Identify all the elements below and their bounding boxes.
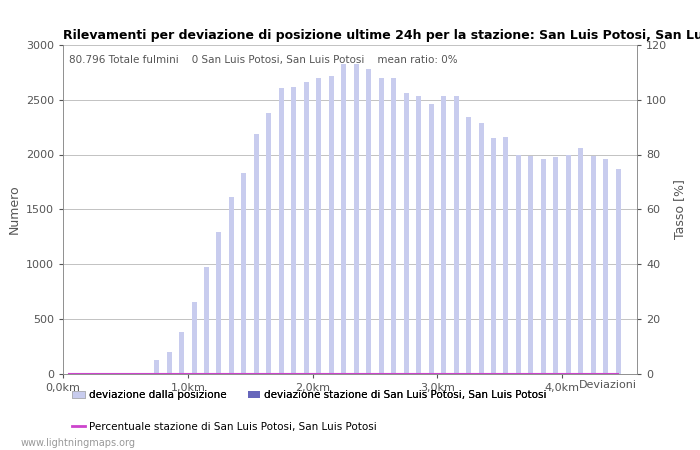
Bar (167, 351, 172, 373)
Bar (229, 197, 234, 374)
Bar (204, 267, 209, 374)
Bar (154, 360, 159, 374)
Bar (466, 117, 471, 373)
Bar (391, 78, 396, 374)
Bar (428, 104, 433, 374)
Bar (591, 156, 596, 374)
Bar (241, 173, 246, 374)
Bar (304, 82, 309, 374)
Bar (379, 78, 384, 374)
Bar (404, 93, 409, 374)
Bar (603, 159, 608, 374)
Bar (329, 76, 334, 374)
Bar (479, 123, 484, 374)
Bar (316, 78, 321, 374)
Bar (254, 134, 259, 374)
Bar (566, 154, 571, 374)
Bar (503, 137, 508, 374)
Bar (267, 113, 272, 373)
Y-axis label: Tasso [%]: Tasso [%] (673, 179, 686, 239)
Text: www.lightningmaps.org: www.lightningmaps.org (21, 438, 136, 448)
Bar (541, 159, 546, 374)
Text: 80.796 Totale fulmini    0 San Luis Potosi, San Luis Potosi    mean ratio: 0%: 80.796 Totale fulmini 0 San Luis Potosi,… (69, 55, 457, 65)
Bar (441, 96, 446, 374)
Legend: Percentuale stazione di San Luis Potosi, San Luis Potosi: Percentuale stazione di San Luis Potosi,… (68, 418, 381, 436)
Bar (342, 63, 346, 373)
Bar (279, 88, 284, 374)
Bar (416, 96, 421, 374)
Bar (554, 157, 559, 374)
Text: Rilevamenti per deviazione di posizione ultime 24h per la stazione: San Luis Pot: Rilevamenti per deviazione di posizione … (63, 29, 700, 42)
Bar (366, 69, 371, 374)
Bar (192, 302, 197, 374)
Bar (354, 63, 358, 373)
Bar (528, 156, 533, 374)
Y-axis label: Numero: Numero (7, 184, 20, 234)
Bar (616, 169, 621, 374)
Bar (179, 332, 184, 374)
Bar (291, 86, 296, 374)
Bar (516, 154, 521, 374)
Legend: deviazione dalla posizione, deviazione stazione di San Luis Potosi, San Luis Pot: deviazione dalla posizione, deviazione s… (68, 386, 551, 404)
Bar (578, 148, 583, 374)
Bar (491, 138, 496, 374)
Text: Deviazioni: Deviazioni (579, 380, 637, 390)
Bar (216, 232, 221, 374)
Bar (454, 96, 458, 374)
